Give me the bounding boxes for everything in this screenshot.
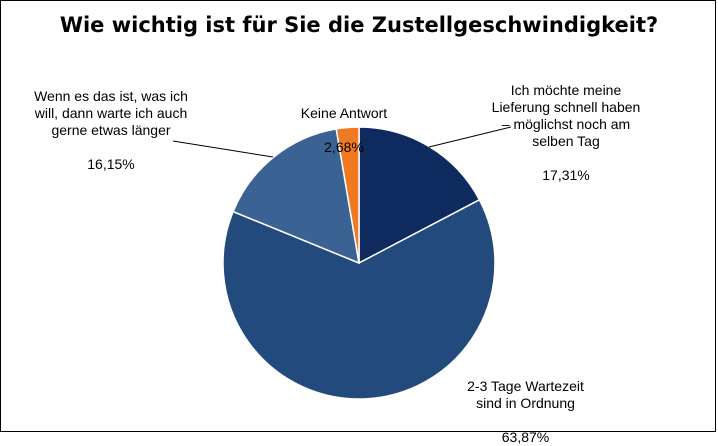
pie-chart [172,126,512,400]
slice-label-same-day: Ich möchte meine Lieferung schnell haben… [491,65,641,184]
slice-label-text: 2-3 Tage Wartezeit sind in Ordnung [467,378,584,411]
slice-label-text: Keine Antwort [300,105,388,121]
leader-line-same-day [428,126,512,148]
slice-value-label: 17,31% [542,167,590,183]
pie-slice-no-answer [335,126,360,264]
slice-value-label: 16,15% [87,156,135,172]
slice-label-no-answer: Keine Antwort 2,68% [284,88,404,156]
chart-title: Wie wichtig ist für Sie die Zustellgesch… [59,13,659,37]
slice-label-wait-longer: Wenn es das ist, was ich will, dann wart… [31,71,191,173]
slice-label-text: Wenn es das ist, was ich will, dann wart… [34,88,188,138]
leader-line-wait-longer [172,140,274,158]
slice-label-text: Ich möchte meine Lieferung schnell haben… [491,82,641,149]
slice-label-2-3-days: 2-3 Tage Wartezeit sind in Ordnung 63,87… [453,361,598,446]
pie-slice-wait-longer [232,128,360,265]
pie-slice-2-3-days [222,198,496,400]
slice-value-label: 2,68% [324,139,364,155]
slice-value-label: 63,87% [501,429,550,445]
